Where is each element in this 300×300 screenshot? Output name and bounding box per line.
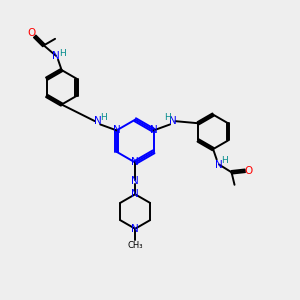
Text: H: H (221, 157, 227, 166)
Text: N: N (113, 125, 121, 135)
Text: CH₃: CH₃ (128, 241, 143, 250)
Text: N: N (169, 116, 176, 126)
Text: N: N (131, 158, 139, 167)
Text: N: N (94, 116, 102, 126)
Text: N: N (131, 176, 139, 186)
Text: N: N (215, 160, 223, 170)
Text: N: N (131, 189, 139, 199)
Text: N: N (52, 51, 60, 61)
Text: N: N (150, 125, 158, 135)
Text: N: N (131, 224, 139, 234)
Text: H: H (59, 49, 66, 58)
Text: O: O (245, 166, 253, 176)
Text: H: H (100, 113, 106, 122)
Text: H: H (164, 113, 170, 122)
Text: O: O (28, 28, 36, 38)
